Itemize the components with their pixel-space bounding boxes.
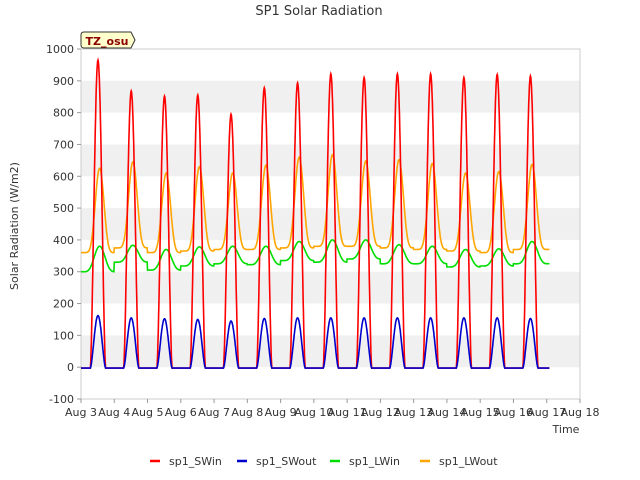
tz-badge: TZ_osu bbox=[80, 31, 136, 49]
x-tick-label: Aug 13 bbox=[394, 406, 433, 419]
series-line-sp1_LWout bbox=[81, 153, 550, 254]
y-tick-label: 200 bbox=[53, 298, 74, 311]
legend: sp1_SWin sp1_SWout sp1_LWin sp1_LWout bbox=[150, 455, 498, 468]
legend-label: sp1_LWout bbox=[439, 455, 498, 468]
x-tick-label: Aug 10 bbox=[294, 406, 333, 419]
x-tick-label: Aug 16 bbox=[494, 406, 533, 419]
plot-area bbox=[80, 48, 581, 400]
x-axis-label: Time bbox=[552, 423, 580, 436]
series-layer bbox=[81, 57, 550, 369]
y-tick-label: 400 bbox=[53, 234, 74, 247]
y-axis-label: Solar Radiation (W/m2) bbox=[8, 162, 21, 290]
tz-badge-box bbox=[80, 31, 136, 49]
grid-band bbox=[81, 335, 580, 368]
tz-badge-label: TZ_osu bbox=[86, 35, 129, 48]
grid-band bbox=[81, 208, 580, 240]
x-tick-label: Aug 4 bbox=[98, 406, 130, 419]
legend-label: sp1_LWin bbox=[349, 455, 400, 468]
y-tick-label: 300 bbox=[53, 266, 74, 279]
series-line-sp1_LWin bbox=[81, 239, 550, 273]
x-tick-label: Aug 5 bbox=[132, 406, 164, 419]
y-tick-label: 700 bbox=[53, 138, 74, 151]
x-tick-label: Aug 18 bbox=[561, 406, 600, 419]
x-tick-label: Aug 12 bbox=[361, 406, 400, 419]
x-tick-label: Aug 17 bbox=[527, 406, 566, 419]
x-tick-label: Aug 9 bbox=[265, 406, 297, 419]
y-tick-label: 1000 bbox=[46, 43, 74, 56]
x-tick-label: Aug 6 bbox=[165, 406, 197, 419]
chart-title: SP1 Solar Radiation bbox=[255, 4, 382, 19]
x-tick-label: Aug 14 bbox=[427, 406, 466, 419]
x-tick-label: Aug 3 bbox=[65, 406, 97, 419]
x-tick-label: Aug 7 bbox=[198, 406, 230, 419]
series-line-sp1_SWout bbox=[81, 314, 550, 369]
y-tick-label: 0 bbox=[67, 361, 74, 374]
x-tick-label: Aug 15 bbox=[461, 406, 500, 419]
grid-band bbox=[81, 271, 580, 304]
legend-label: sp1_SWout bbox=[256, 455, 317, 468]
y-tick-label: 800 bbox=[53, 107, 74, 120]
y-axis: -100 0 100 200 300 400 500 600 700 800 900 1000 bbox=[46, 43, 81, 406]
y-tick-label: 900 bbox=[53, 75, 74, 88]
y-tick-label: 600 bbox=[53, 170, 74, 183]
x-tick-label: Aug 8 bbox=[231, 406, 263, 419]
legend-label: sp1_SWin bbox=[169, 455, 222, 468]
x-tick-label: Aug 11 bbox=[328, 406, 367, 419]
y-tick-label: 500 bbox=[53, 202, 74, 215]
y-tick-label: -100 bbox=[49, 393, 74, 406]
y-tick-label: 100 bbox=[53, 329, 74, 342]
